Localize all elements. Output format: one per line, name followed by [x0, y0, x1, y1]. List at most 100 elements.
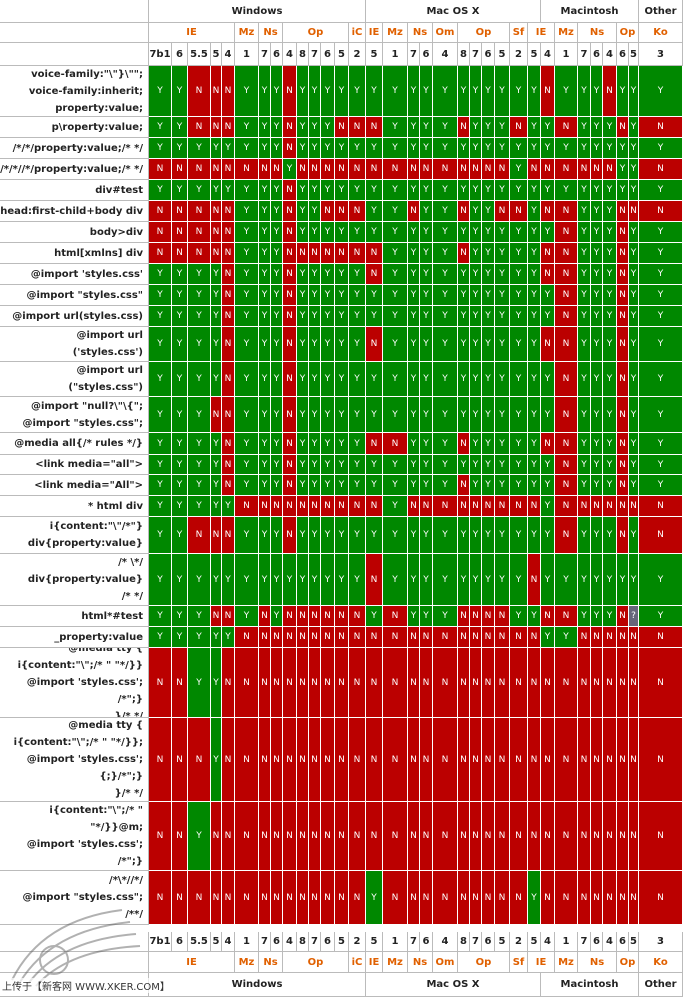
top-version-header: 4 [541, 43, 555, 66]
support-cell: N [335, 159, 349, 180]
support-cell: N [309, 871, 321, 925]
support-cell: Y [578, 362, 591, 397]
support-cell: Y [495, 264, 510, 285]
support-cell: N [366, 802, 383, 871]
support-cell: N [222, 433, 235, 455]
support-cell: Y [482, 264, 495, 285]
support-cell: Y [211, 718, 222, 802]
support-cell: Y [470, 362, 482, 397]
support-cell: Y [259, 66, 271, 117]
support-cell: N [629, 871, 639, 925]
support-cell: N [433, 496, 458, 517]
support-cell: Y [297, 362, 309, 397]
support-cell: N [617, 455, 629, 475]
top-version-header: 6 [591, 43, 603, 66]
support-cell: Y [321, 517, 335, 554]
support-cell: Y [383, 554, 408, 606]
support-cell: Y [420, 117, 433, 138]
support-cell: Y [591, 306, 603, 327]
support-cell: Y [172, 397, 188, 433]
support-cell: Y [591, 397, 603, 433]
support-cell: N [366, 327, 383, 362]
support-cell: N [617, 306, 629, 327]
support-cell: Y [591, 201, 603, 222]
hack-label: @import "styles.css" [0, 285, 149, 306]
support-cell: Y [470, 475, 482, 496]
support-cell: N [555, 496, 578, 517]
bottom-version-header: 5 [528, 932, 541, 952]
support-cell: N [335, 627, 349, 648]
support-cell: N [510, 648, 528, 718]
support-cell: N [149, 802, 172, 871]
support-cell: Y [482, 433, 495, 455]
support-cell: Y [510, 475, 528, 496]
support-cell: N [172, 718, 188, 802]
bottom-version-header: 5.5 [188, 932, 211, 952]
support-cell: Y [383, 66, 408, 117]
support-cell: N [188, 517, 211, 554]
support-cell: N [222, 243, 235, 264]
support-cell: Y [639, 138, 683, 159]
support-cell: Y [383, 138, 408, 159]
support-cell: Y [149, 475, 172, 496]
support-cell: N [408, 496, 420, 517]
bottom-browser-header: IE [149, 952, 235, 973]
support-cell: N [617, 433, 629, 455]
support-cell: Y [528, 397, 541, 433]
support-cell: N [541, 201, 555, 222]
support-cell: Y [591, 327, 603, 362]
support-cell: Y [420, 433, 433, 455]
support-cell: Y [321, 554, 335, 606]
support-cell: Y [259, 117, 271, 138]
support-cell: Y [349, 222, 366, 243]
support-cell: Y [321, 362, 335, 397]
support-cell: Y [211, 554, 222, 606]
support-cell: N [297, 243, 309, 264]
support-cell: Y [629, 138, 639, 159]
support-cell: Y [211, 455, 222, 475]
support-cell: N [617, 397, 629, 433]
support-cell: Y [408, 285, 420, 306]
support-cell: N [335, 606, 349, 627]
support-cell: Y [188, 496, 211, 517]
support-cell: N [271, 648, 283, 718]
hack-label: /*\*//*/ @import "styles.css"; /**/ [0, 871, 149, 925]
support-cell: Y [603, 285, 617, 306]
support-cell: N [408, 802, 420, 871]
top-corner [0, 43, 149, 66]
support-cell: Y [541, 554, 555, 606]
support-cell: Y [495, 306, 510, 327]
hack-label: @import "null?\"\{"; @import "styles.css… [0, 397, 149, 433]
support-cell: Y [188, 627, 211, 648]
support-cell: N [335, 648, 349, 718]
bottom-version-header: 7 [408, 932, 420, 952]
support-cell: N [283, 475, 297, 496]
support-cell: Y [366, 138, 383, 159]
support-cell: Y [297, 327, 309, 362]
support-cell: Y [271, 138, 283, 159]
support-cell: Y [603, 475, 617, 496]
hack-label: @media tty { i{content:"\";/* " "*/}}@m;… [0, 802, 149, 871]
support-cell: Y [629, 397, 639, 433]
support-cell: Y [510, 455, 528, 475]
support-cell: Y [578, 66, 591, 117]
support-cell: Y [271, 327, 283, 362]
support-cell: N [335, 243, 349, 264]
support-cell: N [283, 397, 297, 433]
support-cell: Y [458, 180, 470, 201]
support-cell: N [555, 397, 578, 433]
support-cell: Y [211, 648, 222, 718]
support-cell: N [555, 606, 578, 627]
support-cell: N [321, 802, 335, 871]
support-cell: Y [578, 554, 591, 606]
support-cell: Y [578, 606, 591, 627]
support-cell: Y [211, 264, 222, 285]
support-cell: Y [271, 455, 283, 475]
support-cell: Y [482, 138, 495, 159]
bottom-version-header: 5 [366, 932, 383, 952]
support-cell: Y [629, 243, 639, 264]
support-cell: Y [528, 66, 541, 117]
support-cell: N [172, 802, 188, 871]
support-cell: N [222, 201, 235, 222]
bottom-browser-header: Ns [259, 952, 283, 973]
